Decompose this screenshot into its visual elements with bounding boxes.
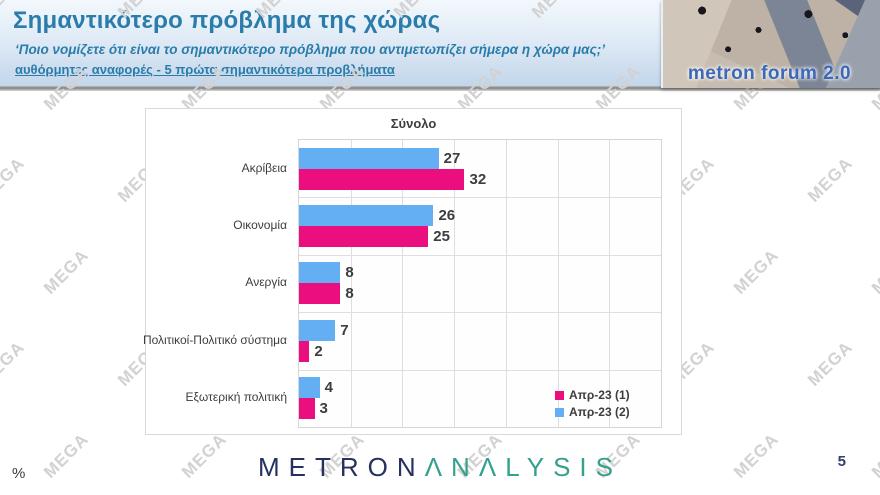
x-gridline [557,140,559,427]
slide-title: Σημαντικότερο πρόβλημα της χώρας [13,7,441,34]
legend: Απρ-23 (1) Απρ-23 (2) [555,388,630,419]
percent-unit-label: % [12,465,26,482]
metron-forum-logo-text: metron forum 2.0 [687,63,852,84]
page-number: 5 [837,453,846,470]
metron-analysis-logo: METRONΛNΛLYSIS [0,452,880,483]
bar-line: 8 [299,283,661,305]
bar [299,398,315,420]
x-gridline [609,140,611,427]
row-gridline [299,369,661,371]
slide-subtitle: ‘Ποιο νομίζετε ότι είναι το σημαντικότερ… [15,42,605,57]
x-gridline [402,140,404,427]
bar [299,319,336,341]
row-gridline [299,197,661,199]
bar-line: 32 [299,168,661,190]
bar [299,262,341,284]
category-label: Οικονομία [233,218,287,233]
bar-value-label: 25 [433,228,450,246]
watermark-text: MEGA [803,337,857,390]
brand-analysis: ΛNΛLYSIS [424,452,622,482]
bar-line: 4 [299,377,661,399]
bar-value-label: 27 [443,149,461,167]
bar [299,147,439,169]
watermark-text: MEGA [867,245,880,298]
bar-value-label: 4 [324,379,334,397]
row-gridline [299,312,661,314]
x-gridline [350,140,352,427]
slide-note: αυθόρμητες αναφορές - 5 πρώτα σημαντικότ… [15,62,395,77]
bar-line: 2 [299,340,661,362]
legend-item: Απρ-23 (2) [555,405,630,419]
bar-line: 25 [299,226,661,248]
bar [299,226,429,248]
brand-metron: METRON [258,452,425,482]
category-label: Ακρίβεια [241,160,287,175]
bar [299,168,465,190]
bar-value-label: 8 [345,285,354,303]
bar-line: 26 [299,205,661,227]
row-gridline [299,254,661,256]
legend-label: Απρ-23 (2) [569,405,630,419]
legend-item: Απρ-23 (1) [555,388,630,402]
watermark-text: MEGA [0,337,29,390]
bar-value-label: 26 [438,207,456,225]
chart-title: Σύνολο [390,116,437,131]
legend-swatch [555,390,564,400]
watermark-text: MEGA [803,153,857,206]
bar-line: 7 [299,319,661,341]
legend-label: Απρ-23 (1) [569,388,630,402]
bar-group: 26 25 [299,197,661,254]
bar-value-label: 8 [345,264,354,282]
bar-value-label: 2 [314,342,323,360]
metron-forum-logo-image: metron forum 2.0 [661,0,880,88]
chart: Σύνολο Ακρίβεια Οικονομία Ανεργία Πολιτικοί… [142,108,682,435]
watermark-text: MEGA [0,153,29,206]
legend-swatch [555,407,564,417]
category-labels: Ακρίβεια Οικονομία Ανεργία Πολιτικοί-Πολιτι… [142,139,293,426]
bar [299,377,320,399]
x-gridline [505,140,507,427]
watermark-text: MEGA [729,245,783,298]
category-label: Ανεργία [245,275,287,290]
gridlines [299,140,661,427]
bar-line: 3 [299,398,661,420]
plot-area: 27 32 26 25 8 8 7 2 4 3 Απρ-23 (1) Απρ-23 (2) [298,139,662,428]
bar [299,340,310,362]
watermark-text: MEGA [39,245,93,298]
bar [299,283,341,305]
bar [299,205,434,227]
bar-line: 8 [299,262,661,284]
x-gridline [454,140,456,427]
bar-group: 27 32 [299,140,661,197]
bar-value-label: 3 [319,400,328,418]
category-label: Εξωτερική πολιτική [185,390,287,405]
category-label: Πολιτικοί-Πολιτικό σύστημα [142,332,287,347]
bar-value-label: 32 [469,170,487,188]
bar-series: 27 32 26 25 8 8 7 2 4 3 [299,140,661,427]
bar-value-label: 7 [340,321,349,339]
bar-line: 27 [299,147,661,169]
header-divider [0,86,880,91]
